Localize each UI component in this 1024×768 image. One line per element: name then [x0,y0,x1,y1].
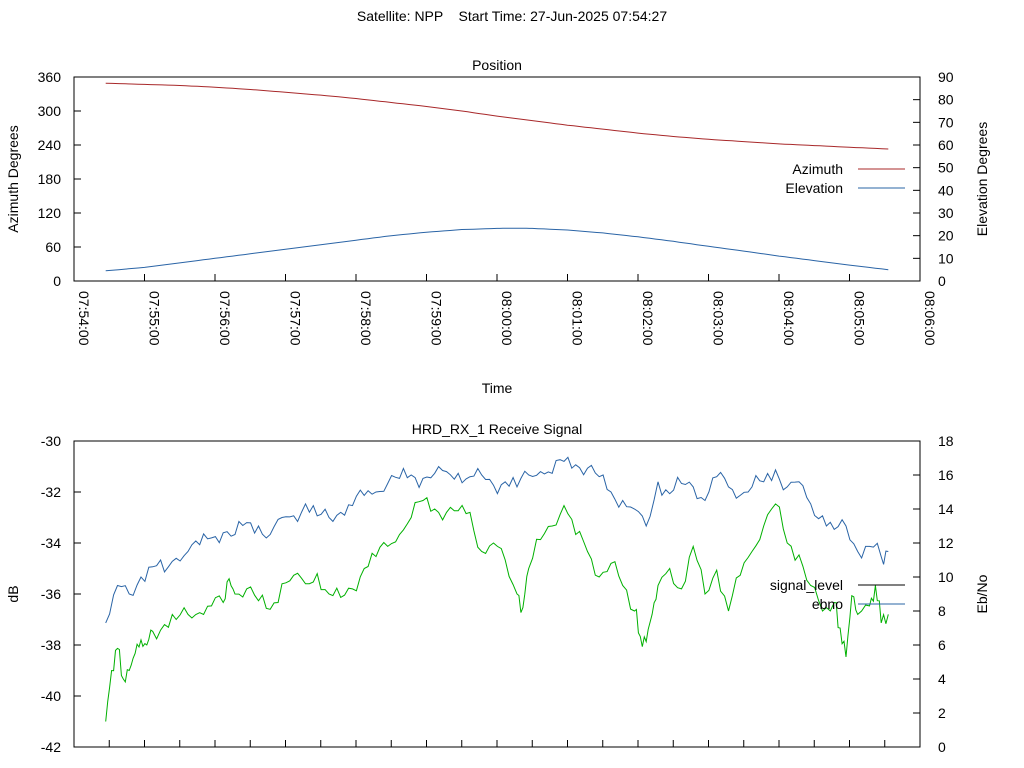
x-tick-label: 08:00:00 [499,291,515,346]
y2-tick-label: 40 [938,182,954,198]
signal-plot-frame [73,440,921,748]
signal-chart: HRD_RX_1 Receive Signal dB Eb/No -42-40-… [5,421,990,755]
y2-tick-label: 10 [938,569,954,585]
x-tick-label: 08:01:00 [570,291,586,346]
signal-x-ticks [73,740,921,747]
start-time-label: Start Time: 27-Jun-2025 07:54:27 [458,8,668,24]
y2-tick-label: 80 [938,92,954,108]
y-tick-label: 360 [38,69,62,85]
y2-tick-label: 90 [938,69,954,85]
legend-label: Azimuth [792,161,843,177]
y-tick-label: -32 [41,484,61,500]
position-plot-frame [73,76,921,282]
y-tick-label: -40 [41,688,61,704]
x-tick-label: 07:58:00 [358,291,374,346]
y2-tick-label: 50 [938,160,954,176]
y2-tick-label: 14 [938,501,954,517]
position-chart: Position Azimuth Degrees Elevation Degre… [5,57,990,396]
legend-label: signal_level [770,577,843,593]
y2-tick-label: 12 [938,535,954,551]
signal-title: HRD_RX_1 Receive Signal [412,421,582,437]
y2-tick-label: 30 [938,205,954,221]
x-tick-label: 08:03:00 [711,291,727,346]
y2-tick-label: 20 [938,228,954,244]
y-tick-label: -36 [41,586,61,602]
x-tick-label: 07:59:00 [429,291,445,346]
legend-label: Elevation [785,180,843,196]
y2-tick-label: 0 [938,273,946,289]
y-tick-label: 0 [53,273,61,289]
position-xlabel: Time [482,380,513,396]
series-line-ebno [105,456,889,624]
y2-tick-label: 6 [938,637,946,653]
x-tick-label: 07:56:00 [217,291,233,346]
y2-tick-label: 4 [938,671,946,687]
series-line-series-2 [105,496,889,722]
y2-tick-label: 16 [938,467,954,483]
signal-ylabel: dB [5,585,21,602]
y-tick-label: -42 [41,739,61,755]
y-tick-label: 180 [38,171,62,187]
position-ylabel: Azimuth Degrees [5,125,21,232]
y2-tick-label: 70 [938,114,954,130]
signal-y-ticks: -42 -40 -38 -36 -34 -32 -30 [41,433,81,755]
y-tick-label: 60 [45,239,61,255]
series-line-Elevation [105,227,889,272]
x-tick-label: 08:04:00 [781,291,797,346]
y2-tick-label: 18 [938,433,954,449]
signal-y2label: Eb/No [974,574,990,613]
y2-tick-label: 10 [938,250,954,266]
position-x-ticks: 07:54:00 07:55:00 07:56:00 07:57:00 07:58:00… [73,274,938,346]
x-tick-label: 07:54:00 [76,291,92,346]
position-y-ticks: 0 60 120 180 240 300 360 [38,69,81,289]
y2-tick-label: 2 [938,705,946,721]
signal-y2-ticks: 0 2 4 6 8 10 12 14 16 18 [913,433,954,755]
position-legend: Azimuth Elevation [785,161,905,196]
x-tick-label: 08:02:00 [640,291,656,346]
y-tick-label: -30 [41,433,61,449]
y-tick-label: -34 [41,535,61,551]
y-tick-label: 120 [38,205,62,221]
x-tick-label: 08:06:00 [922,291,938,346]
x-tick-label: 07:57:00 [288,291,304,346]
chart-header: Satellite: NPP Start Time: 27-Jun-2025 0… [0,8,1024,24]
series-line-Azimuth [105,82,889,150]
satellite-label: Satellite: NPP [356,8,443,24]
position-y2-ticks: 0 10 20 30 40 50 60 70 80 90 [913,69,954,289]
y2-tick-label: 8 [938,603,946,619]
position-title: Position [472,57,522,73]
y2-tick-label: 60 [938,137,954,153]
position-y2label: Elevation Degrees [974,122,990,236]
position-series [105,82,889,272]
x-tick-label: 07:55:00 [147,291,163,346]
y2-tick-label: 0 [938,739,946,755]
signal-series [105,456,889,722]
x-tick-label: 08:05:00 [852,291,868,346]
y-tick-label: 240 [38,137,62,153]
y-tick-label: 300 [38,103,62,119]
y-tick-label: -38 [41,637,61,653]
legend-label: ebno [812,596,843,612]
